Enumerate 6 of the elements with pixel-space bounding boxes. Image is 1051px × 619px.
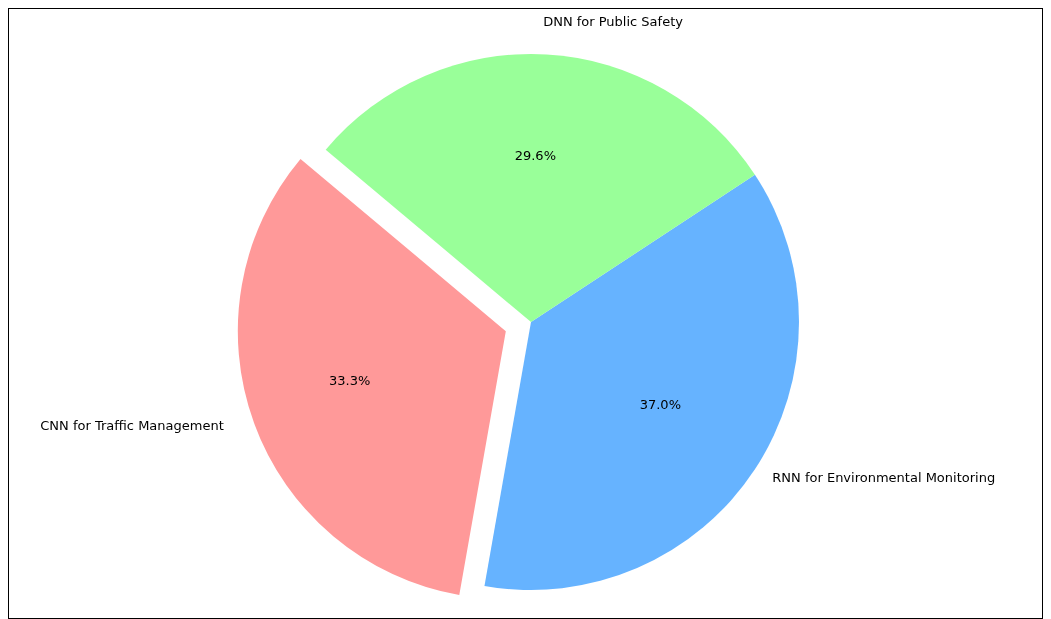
data-label: 29.6% <box>514 147 557 163</box>
data-label: 37.0% <box>639 396 681 412</box>
slice-label: RNN for Environmental Monitoring <box>772 470 996 486</box>
data-label: 33.3% <box>329 372 371 388</box>
slice-label: DNN for Public Safety <box>543 14 684 30</box>
slice-label: CNN for Traffic Management <box>40 418 224 434</box>
